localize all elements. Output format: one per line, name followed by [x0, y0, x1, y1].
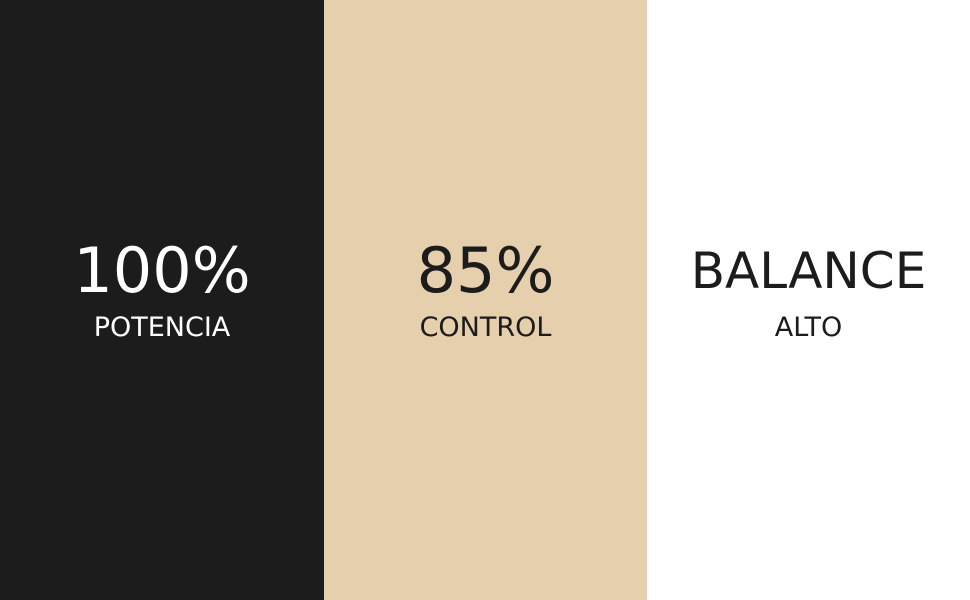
- stat-label: ALTO: [774, 311, 843, 343]
- stat-potencia: 100% POTENCIA: [0, 0, 324, 600]
- stat-label: POTENCIA: [93, 311, 231, 343]
- stat-label: CONTROL: [419, 311, 552, 343]
- stat-value: 100%: [73, 233, 251, 307]
- stat-balance: BALANCE ALTO: [647, 0, 970, 600]
- stat-value: BALANCE: [690, 241, 927, 300]
- stat-control: 85% CONTROL: [324, 0, 647, 600]
- stat-value: 85%: [416, 233, 555, 307]
